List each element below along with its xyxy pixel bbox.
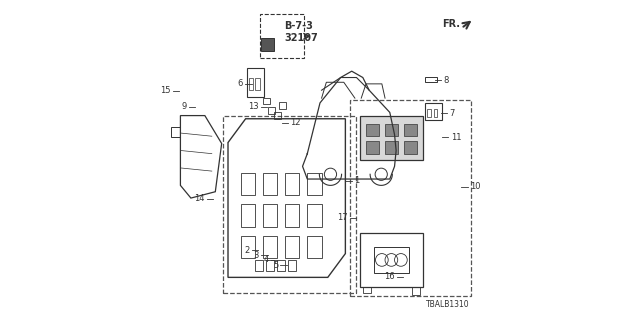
Bar	[261, 38, 274, 51]
Text: 11: 11	[451, 133, 461, 142]
Bar	[279, 102, 285, 109]
Bar	[268, 107, 275, 114]
Bar	[285, 204, 300, 227]
Bar	[307, 236, 321, 258]
Text: 3: 3	[253, 251, 259, 260]
Text: 9: 9	[182, 102, 187, 111]
Bar	[247, 68, 264, 97]
Bar	[241, 204, 255, 227]
Bar	[412, 287, 420, 295]
Bar	[266, 260, 274, 271]
Bar	[366, 141, 379, 154]
Bar	[263, 236, 277, 258]
Text: 12: 12	[291, 118, 301, 127]
Bar	[241, 236, 255, 258]
Bar	[374, 247, 409, 273]
Bar	[277, 260, 285, 271]
Text: 13: 13	[248, 102, 259, 111]
Bar	[285, 236, 300, 258]
Text: FR.: FR.	[442, 19, 461, 28]
Bar	[385, 141, 397, 154]
Bar	[307, 204, 321, 227]
Text: 14: 14	[194, 194, 205, 203]
Bar	[263, 173, 277, 195]
Text: 5: 5	[273, 261, 278, 270]
Text: 2: 2	[244, 246, 250, 255]
Bar	[285, 173, 300, 195]
Bar	[274, 112, 281, 119]
Text: 15: 15	[161, 86, 171, 95]
Bar	[425, 76, 437, 82]
Bar	[366, 124, 379, 136]
Bar	[171, 127, 180, 137]
Bar	[360, 116, 423, 160]
Bar	[404, 124, 417, 136]
Text: 6: 6	[238, 79, 243, 88]
Text: 16: 16	[384, 272, 395, 281]
Bar	[425, 103, 442, 120]
Bar	[263, 98, 270, 105]
Bar	[263, 204, 277, 227]
Bar	[428, 109, 431, 117]
Text: B-7-3
32107: B-7-3 32107	[284, 21, 318, 43]
Bar	[255, 77, 260, 90]
Bar	[404, 141, 417, 154]
Text: 17: 17	[337, 213, 348, 222]
Text: 10: 10	[470, 182, 480, 191]
Bar	[360, 233, 423, 287]
Text: TBALB1310: TBALB1310	[426, 300, 469, 309]
Text: 8: 8	[444, 76, 449, 84]
Text: 4: 4	[264, 255, 269, 264]
Bar	[288, 260, 296, 271]
Bar	[248, 77, 253, 90]
Bar	[241, 173, 255, 195]
Bar	[385, 124, 397, 136]
Bar	[363, 287, 371, 293]
Bar	[433, 109, 437, 117]
Text: 7: 7	[449, 108, 454, 117]
Bar	[255, 260, 263, 271]
Text: 1: 1	[354, 176, 359, 185]
Bar	[307, 173, 321, 195]
